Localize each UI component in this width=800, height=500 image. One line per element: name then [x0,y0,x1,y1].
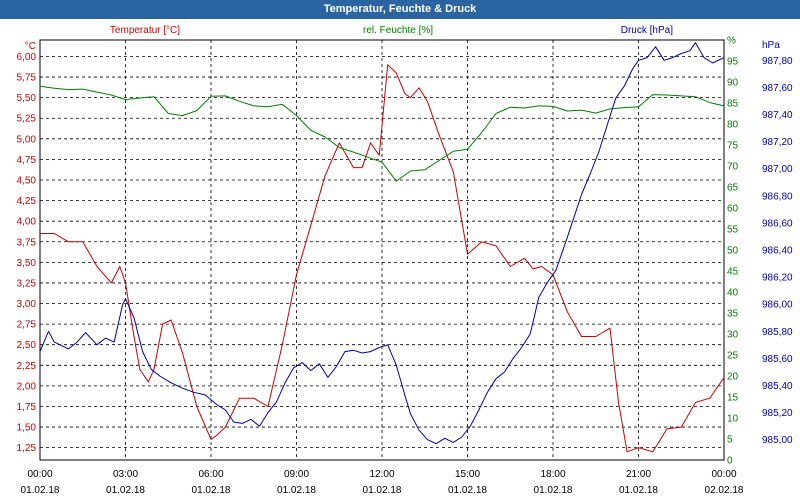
x-tick-date: 01.02.18 [619,485,658,496]
window-title: Temperatur, Feuchte & Druck [0,0,800,19]
right-tick-label: 985,40 [762,381,793,392]
tick-labels: 1,25 1,50 1,75 2,00 2,25 2,50 2,75 3,00 3,25 3,50… [17,36,793,497]
left-tick-label: 6,00 [17,52,37,63]
right-tick-label: 986,60 [762,218,793,229]
right-tick-label: 987,20 [762,137,793,148]
x-tick-time: 00:00 [711,469,736,480]
left-tick-label: 4,25 [17,196,37,207]
middle-tick-label: 35 [727,309,739,320]
middle-axis-unit: % [727,36,736,47]
right-tick-label: 986,40 [762,246,793,257]
middle-tick-label: 60 [727,204,739,215]
middle-tick-label: 15 [727,393,739,404]
x-tick-date: 01.02.18 [363,485,402,496]
x-tick-date: 01.02.18 [21,485,60,496]
right-tick-label: 987,60 [762,83,793,94]
middle-tick-label: 95 [727,57,739,68]
middle-tick-label: 45 [727,267,739,278]
middle-tick-label: 65 [727,183,739,194]
x-tick-time: 06:00 [198,469,223,480]
middle-tick-label: 25 [727,351,739,362]
middle-tick-label: 50 [727,246,739,257]
right-tick-label: 987,80 [762,56,793,67]
middle-tick-label: 5 [727,435,733,446]
x-tick-date: 01.02.18 [448,485,487,496]
left-tick-label: 3,50 [17,258,37,269]
x-tick-time: 15:00 [455,469,480,480]
pressure-series-line [39,42,725,445]
temperature-series-line [40,64,725,453]
x-tick-date: 01.02.18 [534,485,573,496]
left-tick-label: 5,75 [17,73,37,84]
left-tick-label: 5,50 [17,93,37,104]
middle-tick-label: 10 [727,414,739,425]
right-tick-label: 987,00 [762,164,793,175]
x-tick-time: 21:00 [626,469,651,480]
humidity-series-line [39,85,725,182]
right-tick-label: 987,40 [762,110,793,121]
left-tick-label: 5,00 [17,134,37,145]
middle-tick-label: 80 [727,120,739,131]
middle-tick-label: 40 [727,288,739,299]
pressure-legend-label: Druck [hPa] [621,25,673,36]
left-tick-label: 2,50 [17,340,37,351]
left-tick-label: 1,50 [17,423,37,434]
x-tick-date: 02.02.18 [705,485,744,496]
left-tick-label: 4,00 [17,217,37,228]
left-tick-label: 2,25 [17,361,37,372]
x-tick-date: 01.02.18 [277,485,316,496]
left-tick-label: 2,75 [17,320,37,331]
middle-tick-label: 55 [727,225,739,236]
left-tick-label: 1,75 [17,402,37,413]
grid [40,40,724,460]
left-tick-label: 3,00 [17,299,37,310]
right-tick-label: 986,20 [762,273,793,284]
left-tick-label: 5,25 [17,114,37,125]
left-tick-label: 3,75 [17,237,37,248]
right-axis-panel [760,40,800,460]
right-tick-label: 985,20 [762,408,793,419]
middle-tick-label: 85 [727,99,739,110]
right-tick-label: 986,00 [762,300,793,311]
x-tick-time: 18:00 [540,469,565,480]
left-axis-unit: °C [25,41,36,52]
middle-tick-label: 20 [727,372,739,383]
x-tick-date: 01.02.18 [106,485,145,496]
middle-tick-label: 30 [727,330,739,341]
x-tick-time: 03:00 [113,469,138,480]
left-tick-label: 4,50 [17,176,37,187]
middle-tick-label: 0 [727,456,733,467]
right-tick-label: 985,60 [762,354,793,365]
temperature-legend-label: Temperatur [°C] [110,25,180,36]
middle-tick-label: 70 [727,162,739,173]
left-tick-label: 4,75 [17,155,37,166]
x-tick-time: 00:00 [27,469,52,480]
humidity-legend-label: rel. Feuchte [%] [363,25,433,36]
x-tick-date: 01.02.18 [192,485,231,496]
right-tick-label: 985,80 [762,327,793,338]
right-axis-unit: hPa [762,40,780,51]
right-tick-label: 985,00 [762,435,793,446]
left-tick-label: 1,25 [17,443,37,454]
x-tick-time: 12:00 [369,469,394,480]
legend: Temperatur [°C] rel. Feuchte [%] Druck [hP… [110,25,673,36]
series-lines [39,42,725,453]
left-tick-label: 2,00 [17,381,37,392]
right-tick-label: 986,80 [762,191,793,202]
x-tick-time: 09:00 [284,469,309,480]
middle-tick-label: 90 [727,78,739,89]
middle-tick-label: 75 [727,141,739,152]
left-tick-label: 3,25 [17,278,37,289]
